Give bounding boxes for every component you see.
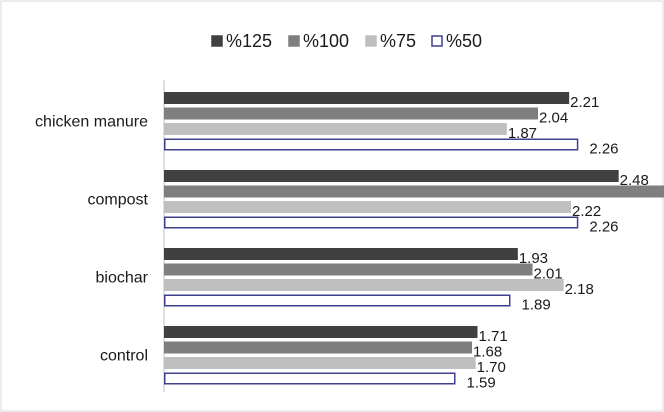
data-label-chicken-manure-75: 1.87: [508, 125, 537, 142]
data-label-chicken-manure-125: 2.21: [570, 94, 599, 111]
category-label-chicken-manure: chicken manure: [35, 113, 148, 130]
data-label-control-75: 1.70: [477, 359, 506, 376]
data-label-compost-75: 2.22: [572, 203, 601, 220]
bar-compost-50: [164, 216, 579, 229]
data-labels: 2.212.041.872.262.482.762.222.261.932.01…: [467, 94, 649, 392]
data-label-biochar-75: 2.18: [565, 281, 594, 298]
bar-biochar-75: [164, 279, 564, 291]
bar-biochar-100: [164, 263, 533, 276]
bar-control-125: [164, 326, 478, 338]
data-label-biochar-50: 1.89: [522, 297, 551, 314]
category-labels: chicken manure compost biochar control: [35, 113, 149, 364]
data-label-compost-50: 2.26: [589, 219, 618, 236]
bar-compost-75: [164, 201, 571, 213]
legend-label-50: %50: [446, 31, 482, 51]
data-label-control-50: 1.59: [467, 375, 496, 392]
bar-control-100: [164, 341, 472, 354]
bar-chicken-manure-50: [164, 138, 579, 151]
bar-chicken-manure-125: [164, 92, 570, 104]
legend-swatch-100: [288, 35, 300, 47]
legend-swatch-75: [365, 35, 377, 47]
bar-control-50: [164, 372, 456, 385]
legend-label-75: %75: [380, 31, 416, 51]
legend: %125 %100 %75 %50: [211, 31, 482, 51]
bars: [164, 92, 664, 385]
bar-compost-125: [164, 170, 619, 182]
bar-control-75: [164, 357, 476, 369]
bar-biochar-50: [164, 294, 511, 307]
bar-compost-100: [164, 185, 664, 198]
category-label-compost: compost: [88, 191, 149, 208]
category-label-control: control: [100, 347, 148, 364]
data-label-biochar-125: 1.93: [519, 250, 548, 267]
data-label-chicken-manure-100: 2.04: [539, 110, 568, 127]
data-label-control-100: 1.68: [473, 344, 502, 361]
data-label-control-125: 1.71: [479, 328, 508, 345]
data-label-chicken-manure-50: 2.26: [589, 141, 618, 158]
data-label-compost-125: 2.48: [620, 172, 649, 189]
legend-swatch-50: [431, 35, 443, 47]
legend-label-125: %125: [226, 31, 272, 51]
data-label-biochar-100: 2.01: [534, 266, 563, 283]
category-label-biochar: biochar: [96, 269, 149, 286]
legend-label-100: %100: [303, 31, 349, 51]
bar-chicken-manure-75: [164, 123, 507, 135]
legend-swatch-125: [211, 35, 223, 47]
bar-chicken-manure-100: [164, 107, 538, 120]
bar-biochar-125: [164, 248, 518, 260]
